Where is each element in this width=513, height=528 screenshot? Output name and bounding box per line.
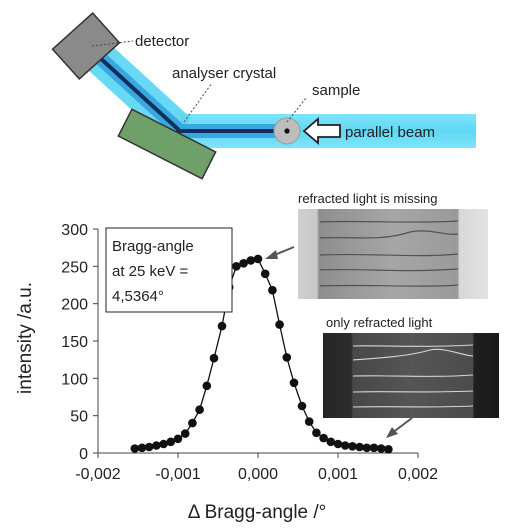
image-refracted-missing: [298, 209, 488, 299]
y-tick-label: 0: [79, 446, 88, 463]
data-point: [282, 353, 292, 362]
data-point: [384, 445, 393, 454]
sample: [273, 117, 301, 145]
data-point: [340, 441, 350, 450]
x-axis: -0,002 -0,001 0,000 0,001 0,002: [75, 452, 438, 483]
data-point: [130, 444, 140, 453]
label-analyser-crystal: analyser crystal: [172, 65, 276, 82]
data-points: [130, 254, 393, 454]
y-tick-label: 100: [61, 371, 88, 388]
y-axis-title: intensity /a.u.: [15, 282, 36, 394]
x-tick-label: 0,001: [318, 466, 358, 483]
data-point: [173, 434, 183, 444]
y-tick-label: 150: [61, 334, 88, 351]
data-point: [319, 433, 328, 443]
image-only-refracted: [323, 333, 499, 418]
data-point: [232, 262, 241, 271]
data-point: [304, 417, 314, 426]
data-point: [195, 405, 204, 415]
leader-lines: [91, 40, 307, 123]
caption-refracted-missing: refracted light is missing: [298, 191, 437, 206]
pointer-arrows: [265, 246, 413, 438]
data-point: [268, 285, 277, 295]
annotation-line-2: at 25 keV =: [112, 263, 189, 280]
y-tick-label: 50: [70, 409, 88, 426]
x-tick-label: -0,001: [155, 466, 200, 483]
y-tick-label: 200: [61, 297, 88, 314]
inset-only-refracted: only refracted light: [323, 315, 499, 418]
x-axis-title: Δ Bragg-angle /°: [188, 502, 327, 523]
data-point: [209, 353, 219, 363]
data-point: [289, 378, 299, 388]
data-point: [333, 439, 343, 449]
data-point: [297, 401, 307, 411]
data-point: [180, 429, 190, 438]
beam-core: [176, 124, 280, 138]
x-tick-label: 0,000: [238, 466, 278, 483]
annotation-line-3: 4,5364°: [112, 288, 164, 305]
analyser-crystal: [117, 108, 217, 180]
detector: [51, 12, 121, 80]
data-point: [137, 443, 147, 453]
label-sample: sample: [312, 82, 360, 99]
caption-only-refracted: only refracted light: [326, 315, 433, 330]
data-point: [312, 428, 321, 438]
data-point: [217, 321, 227, 331]
data-point: [376, 444, 386, 453]
rocking-curve-chart: 0 50 100 150 200 250 300 -0,002 -0,001 0,000 0,00…: [15, 222, 438, 523]
y-tick-label: 250: [61, 259, 88, 276]
data-point: [239, 259, 248, 268]
data-point: [159, 439, 168, 449]
x-tick-label: 0,002: [398, 466, 438, 483]
label-detector: detector: [135, 33, 189, 50]
data-point: [202, 381, 212, 391]
y-tick-label: 300: [61, 222, 88, 239]
y-axis: 0 50 100 150 200 250 300: [61, 222, 99, 463]
reflected-beam: [75, 33, 192, 144]
beam-direction-arrow-icon: [302, 117, 341, 145]
data-point: [188, 418, 197, 428]
data-point: [355, 442, 364, 452]
data-point: [253, 254, 263, 264]
data-point: [348, 442, 357, 451]
data-point: [369, 443, 379, 453]
data-point: [152, 441, 161, 450]
annotation-line-1: Bragg-angle: [112, 238, 194, 255]
data-point: [275, 320, 284, 329]
data-point: [144, 442, 154, 452]
x-tick-label: -0,002: [75, 466, 120, 483]
label-parallel-beam: parallel beam: [345, 124, 435, 141]
setup-diagram: detector analyser crystal sample paralle…: [51, 12, 476, 180]
inset-refracted-missing: refracted light is missing: [298, 191, 488, 299]
data-point: [362, 443, 372, 453]
data-point: [260, 269, 270, 279]
data-point: [246, 256, 256, 265]
bragg-angle-annotation: Bragg-angle at 25 keV = 4,5364°: [105, 227, 233, 313]
data-point: [166, 437, 176, 447]
data-point: [326, 437, 336, 447]
